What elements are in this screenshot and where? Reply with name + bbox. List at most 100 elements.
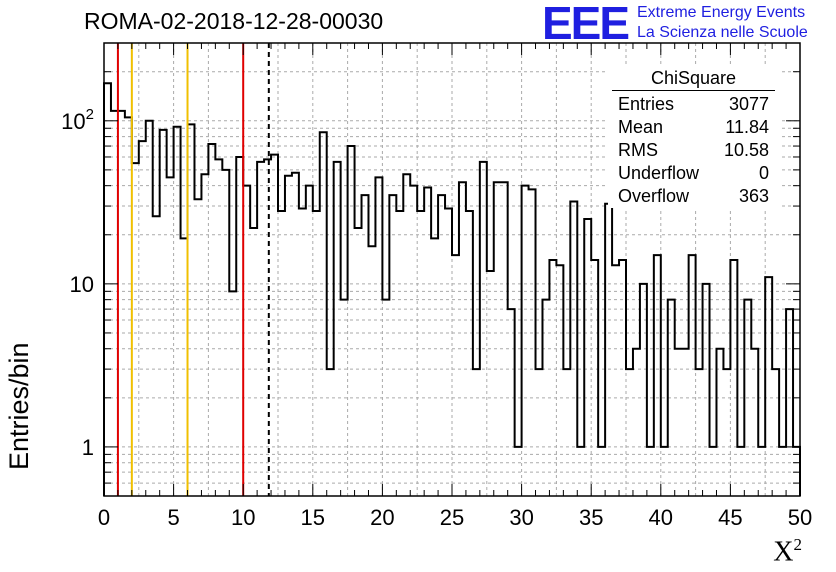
histogram-bin [598,447,605,496]
histogram-bin [208,144,215,496]
histogram-bin [132,163,139,496]
x-tick-label: 50 [788,505,812,530]
histogram-bin [612,265,619,496]
histogram-bin [236,157,243,496]
histogram-bin [188,124,195,496]
stats-box: ChiSquare Entries 3077 Mean 11.84 RMS 10.58… [612,68,775,208]
histogram-bin [675,349,682,496]
histogram-bin [417,211,424,496]
histogram-bin [605,204,612,496]
histogram-bin [529,189,536,496]
histogram-bin [751,349,758,496]
histogram-bin [229,291,236,496]
histogram-bin [201,174,208,496]
histogram-bin [758,447,765,496]
x-tick-label: 35 [579,505,603,530]
histogram-bin [730,260,737,496]
histogram-bin [556,265,563,496]
histogram-bin [696,369,703,496]
histogram-bin [382,300,389,496]
y-tick-label: 10 [70,272,94,297]
histogram-bin [111,111,118,496]
histogram-bin [445,208,452,496]
histogram-bin [348,146,355,496]
histogram-bin [306,186,313,496]
histogram-bin [710,447,717,496]
histogram-bin [633,349,640,496]
histogram-bin [640,284,647,496]
x-axis-label: X2 [773,535,802,568]
histogram-bin [452,255,459,496]
histogram-bin [682,349,689,496]
histogram-bin [299,208,306,496]
histogram-bin [104,83,111,496]
histogram-bin [501,182,508,496]
histogram-bin [577,447,584,496]
histogram-bin [355,228,362,496]
stat-row-rms: RMS 10.58 [618,140,769,160]
histogram-bin [563,369,570,496]
histogram-bin [431,238,438,496]
histogram-bin [271,155,278,496]
histogram-bin [487,271,494,496]
histogram-bin [389,195,396,496]
histogram-bin [125,117,132,496]
histogram-bin [438,195,445,496]
histogram-bin [494,182,501,496]
histogram-bin [174,127,181,496]
histogram-bin [703,284,710,496]
histogram-bin [375,177,382,496]
stats-box-background [608,66,780,208]
histogram-bin [668,300,675,496]
histogram-bin [118,111,125,496]
histogram-bin [194,199,201,496]
histogram-bin [515,447,522,496]
histogram-bin [619,260,626,496]
histogram-bin [285,176,292,496]
stat-row-overflow: Overflow 363 [618,186,769,206]
histogram-bin [786,309,793,496]
histogram-bin [139,141,146,496]
x-tick-label: 10 [231,505,255,530]
histogram-bin [466,211,473,496]
histogram-bin [626,369,633,496]
stat-row-underflow: Underflow 0 [618,163,769,183]
logo-line-1: Extreme Energy Events [637,4,806,21]
histogram-bin [327,369,334,496]
x-tick-label: 0 [98,505,110,530]
histogram-bin [744,300,751,496]
histogram-bin [549,260,556,496]
histogram-bin [278,211,285,496]
eee-logo: EEE [542,0,630,49]
histogram-bin [772,369,779,496]
histogram-bin [403,174,410,496]
histogram-bin [779,447,786,496]
histogram-line [103,82,801,496]
histogram-bin [153,216,160,496]
histogram-bin [396,211,403,496]
y-tick-label: 1 [82,435,94,460]
stat-row-entries: Entries 3077 [618,94,769,114]
histogram-bin [584,219,591,496]
histogram-bin [424,187,431,496]
histogram-bin [542,300,549,496]
histogram-bin [167,177,174,496]
histogram-bin [250,228,257,496]
histogram-bin [222,170,229,496]
histogram-bin [591,260,598,496]
logo-line-2: La Scienza nelle Scuole [637,24,808,41]
histogram-bin [570,201,577,496]
histogram-bin [410,186,417,496]
histogram-bin [723,369,730,496]
histogram-bin [480,162,487,496]
histogram-bin [215,159,222,496]
histogram-bin [737,447,744,496]
histogram-bin [508,309,515,496]
histogram-bin [341,300,348,496]
histogram-bin [716,349,723,496]
y-tick-label: 102 [61,106,94,134]
x-tick-label: 30 [509,505,533,530]
chart-title: ROMA-02-2018-12-28-00030 [84,8,384,34]
histogram-bin [334,162,341,496]
